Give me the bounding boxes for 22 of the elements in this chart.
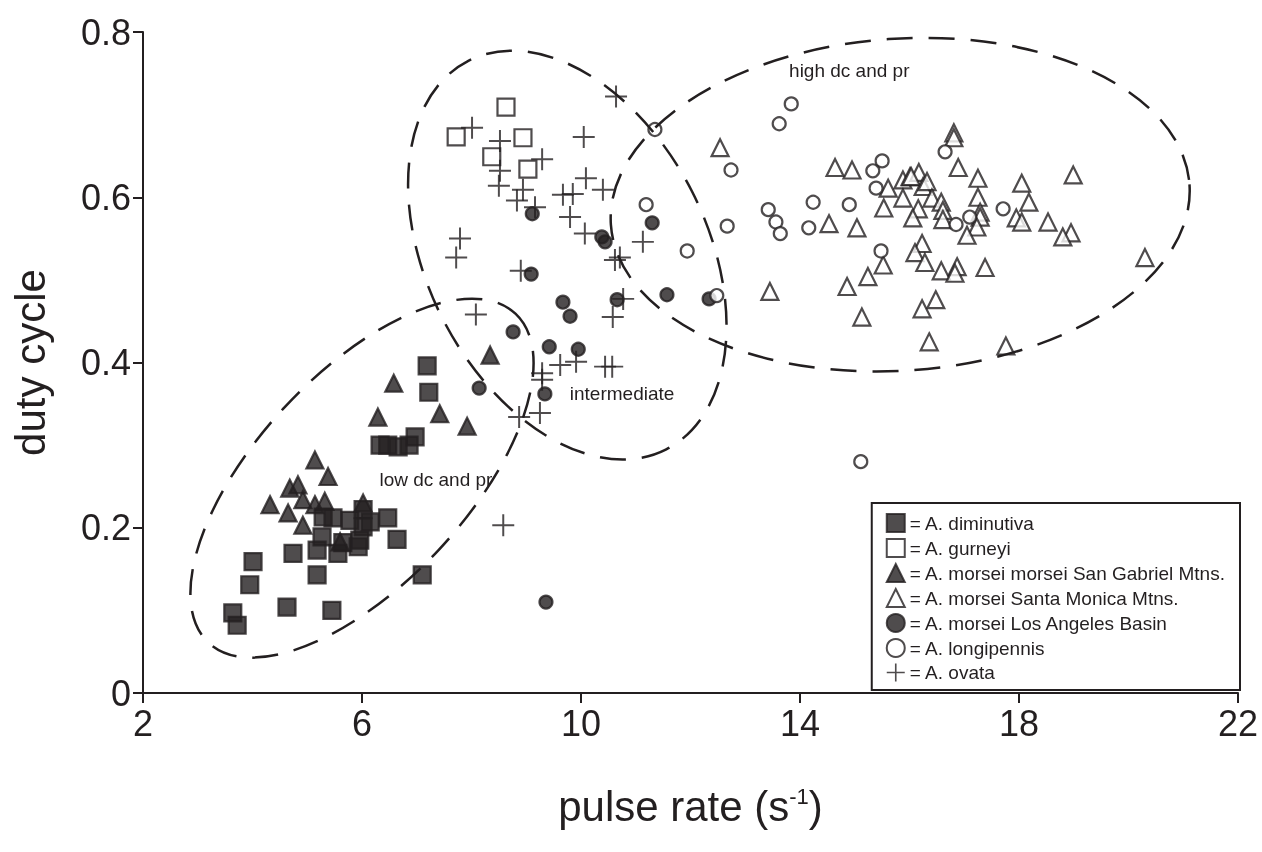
x-tick-label: 10 [560, 702, 602, 744]
annotation: low dc and pr [379, 469, 494, 491]
legend-label: = A. longipennis [909, 637, 1045, 659]
legend-label: = A. diminutiva [909, 512, 1035, 534]
annotation: intermediate [569, 382, 675, 404]
y-tick-label: 0.6 [80, 176, 131, 218]
x-tick-label: 6 [351, 702, 373, 744]
legend-label: = A. gurneyi [909, 537, 1011, 559]
x-tick-label: 18 [998, 702, 1040, 744]
y-tick-label: 0.4 [80, 342, 131, 383]
legend-label: = A. morsei morsei San Gabriel Mtns. [909, 562, 1225, 584]
x-tick-label: 2 [132, 702, 154, 744]
y-tick-label: 0 [110, 672, 131, 714]
x-tick-label: 22 [1217, 702, 1259, 744]
legend-label: = A. morsei Los Angeles Basin [909, 612, 1167, 634]
legend-label: = A. morsei Santa Monica Mtns. [909, 587, 1179, 609]
y-axis-title: duty cycle [6, 269, 54, 456]
x-tick-label: 14 [779, 702, 821, 744]
y-tick-label: 0.8 [80, 11, 131, 53]
y-tick-label: 0.2 [80, 507, 131, 549]
annotation: high dc and pr [789, 59, 911, 81]
legend-label: = A. ovata [909, 662, 996, 683]
